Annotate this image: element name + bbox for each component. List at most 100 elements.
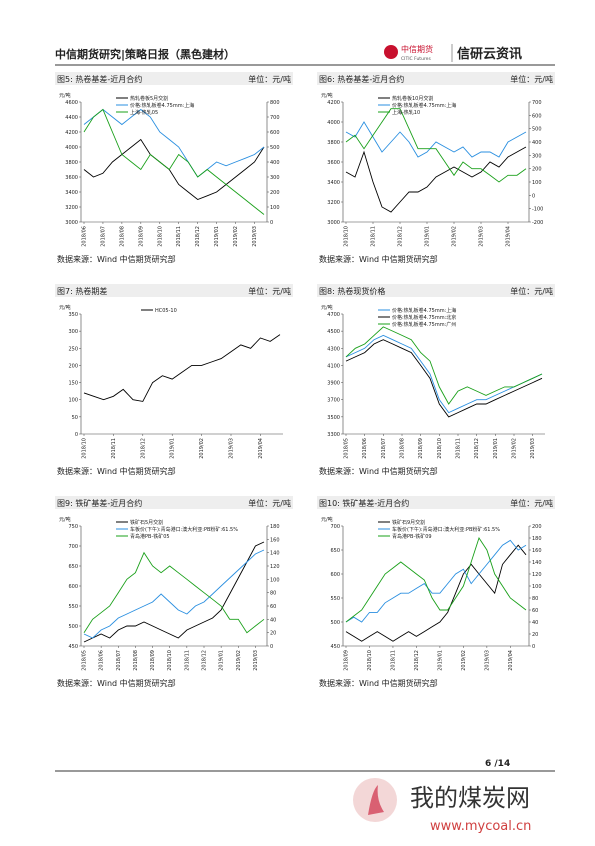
figure-title-bar	[55, 72, 293, 85]
header-title: 中信期货研究|策略日报（黑色建材）	[55, 47, 235, 61]
figure-unit: 单位：元/吨	[248, 286, 291, 296]
legend-label: 热轧卷板10月交割	[392, 95, 433, 102]
y2-tick-label: 800	[270, 100, 280, 106]
y-tick-label: 500	[68, 624, 78, 630]
series-line	[345, 339, 543, 418]
series-line	[345, 544, 527, 642]
y-axis-label: 元/吨	[59, 92, 71, 99]
y2-tick-label: 200	[532, 524, 542, 530]
y-tick-label: 150	[68, 381, 78, 387]
y-tick-label: 600	[68, 584, 78, 590]
x-tick-label: 2018/10	[82, 438, 88, 459]
y-tick-label: 3400	[65, 190, 78, 196]
y2-tick-label: -200	[532, 220, 543, 226]
y-tick-label: 750	[68, 524, 78, 530]
legend-label: 车板价(下午):青岛港口:澳大利亚:PB粉矿:61.5%	[392, 526, 500, 533]
x-tick-label: 2019/02	[199, 438, 205, 459]
y-axis-label: 元/吨	[59, 516, 71, 523]
y-tick-label: 4000	[327, 120, 340, 126]
y-tick-label: 500	[330, 620, 340, 626]
y2-tick-label: 180	[270, 524, 280, 530]
legend-label: 热轧卷板5月交割	[130, 95, 168, 102]
x-tick-label: 2019/04	[258, 438, 264, 459]
y-tick-label: 650	[68, 564, 78, 570]
x-tick-label: 2018/11	[176, 226, 182, 247]
y2-tick-label: 140	[532, 560, 542, 566]
figure-source: 数据来源：Wind 中信期货研究部	[319, 254, 438, 264]
y-tick-label: 250	[68, 346, 78, 352]
y2-tick-label: 20	[270, 631, 276, 637]
y2-tick-label: 100	[270, 205, 280, 211]
figure-unit: 单位：元/吨	[248, 74, 291, 84]
y2-tick-label: 40	[270, 617, 276, 623]
figure-source: 数据来源：Wind 中信期货研究部	[57, 254, 176, 264]
y2-tick-label: 600	[532, 113, 542, 119]
series-line	[345, 334, 543, 414]
x-tick-label: 2019/03	[479, 226, 485, 247]
series-line	[345, 539, 527, 623]
y-tick-label: 550	[68, 604, 78, 610]
x-tick-label: 2019/01	[493, 438, 499, 459]
legend-label: 价格:热轧板卷4.75mm:广州	[392, 321, 456, 328]
figure-title-bar	[317, 284, 555, 297]
y-tick-label: 700	[68, 544, 78, 550]
logo-en: CITIC Futures	[401, 56, 431, 62]
x-tick-label: 2018/11	[456, 438, 462, 459]
y-tick-label: 4200	[327, 100, 340, 106]
figure-source: 数据来源：Wind 中信期货研究部	[319, 466, 438, 476]
x-tick-label: 2018/12	[474, 438, 480, 459]
y2-tick-label: 700	[532, 100, 542, 106]
x-tick-label: 2018/10	[437, 438, 443, 459]
series-line	[83, 551, 265, 634]
x-tick-label: 2018/06	[362, 438, 368, 459]
series-line	[345, 146, 527, 213]
y2-tick-label: 0	[532, 193, 535, 199]
y-tick-label: 3000	[327, 220, 340, 226]
x-tick-label: 2018/06	[99, 650, 105, 671]
y2-tick-label: 400	[270, 160, 280, 166]
y-tick-label: 50	[72, 415, 78, 421]
x-tick-label: 2019/02	[236, 650, 242, 671]
y2-tick-label: 500	[270, 145, 280, 151]
x-tick-label: 2018/10	[167, 650, 173, 671]
x-tick-label: 2019/02	[512, 438, 518, 459]
x-tick-label: 2018/09	[150, 650, 156, 671]
y2-tick-label: 80	[270, 591, 276, 597]
y-tick-label: 3500	[327, 415, 340, 421]
legend-label: HC05-10	[155, 308, 177, 314]
watermark-flame	[368, 785, 384, 815]
x-tick-label: 2019/04	[506, 226, 512, 247]
y-tick-label: 3600	[65, 175, 78, 181]
x-tick-label: 2018/05	[344, 438, 350, 459]
series-line	[345, 536, 527, 623]
y2-tick-label: 80	[532, 596, 538, 602]
y2-tick-label: 140	[270, 551, 280, 557]
x-tick-label: 2018/06	[82, 226, 88, 247]
series-line	[345, 121, 527, 158]
y2-tick-label: 160	[270, 537, 280, 543]
x-tick-label: 2018/11	[111, 438, 117, 459]
y-tick-label: 4100	[327, 363, 340, 369]
y2-tick-label: 100	[532, 180, 542, 186]
y2-tick-label: 20	[532, 632, 538, 638]
y-axis-label: 元/吨	[321, 304, 333, 311]
figure-title: 图10: 铁矿基差-近月合约	[319, 498, 409, 508]
y2-tick-label: 180	[532, 536, 542, 542]
x-tick-label: 2019/01	[170, 438, 176, 459]
x-tick-label: 2019/01	[219, 650, 225, 671]
x-tick-label: 2019/02	[452, 226, 458, 247]
figure-source: 数据来源：Wind 中信期货研究部	[57, 466, 176, 476]
y-tick-label: 300	[68, 329, 78, 335]
y-tick-label: 450	[330, 644, 340, 650]
x-tick-label: 2018/08	[133, 650, 139, 671]
series-line	[83, 549, 265, 639]
y-tick-label: 3800	[327, 140, 340, 146]
x-tick-label: 2019/03	[484, 650, 490, 671]
y-tick-label: 450	[68, 644, 78, 650]
y-tick-label: 100	[68, 398, 78, 404]
legend-label: 青岛港PB-铁矿05	[130, 533, 170, 540]
y-tick-label: 350	[68, 312, 78, 318]
y2-tick-label: 400	[532, 140, 542, 146]
x-tick-label: 2018/10	[367, 650, 373, 671]
x-tick-label: 2018/08	[119, 226, 125, 247]
